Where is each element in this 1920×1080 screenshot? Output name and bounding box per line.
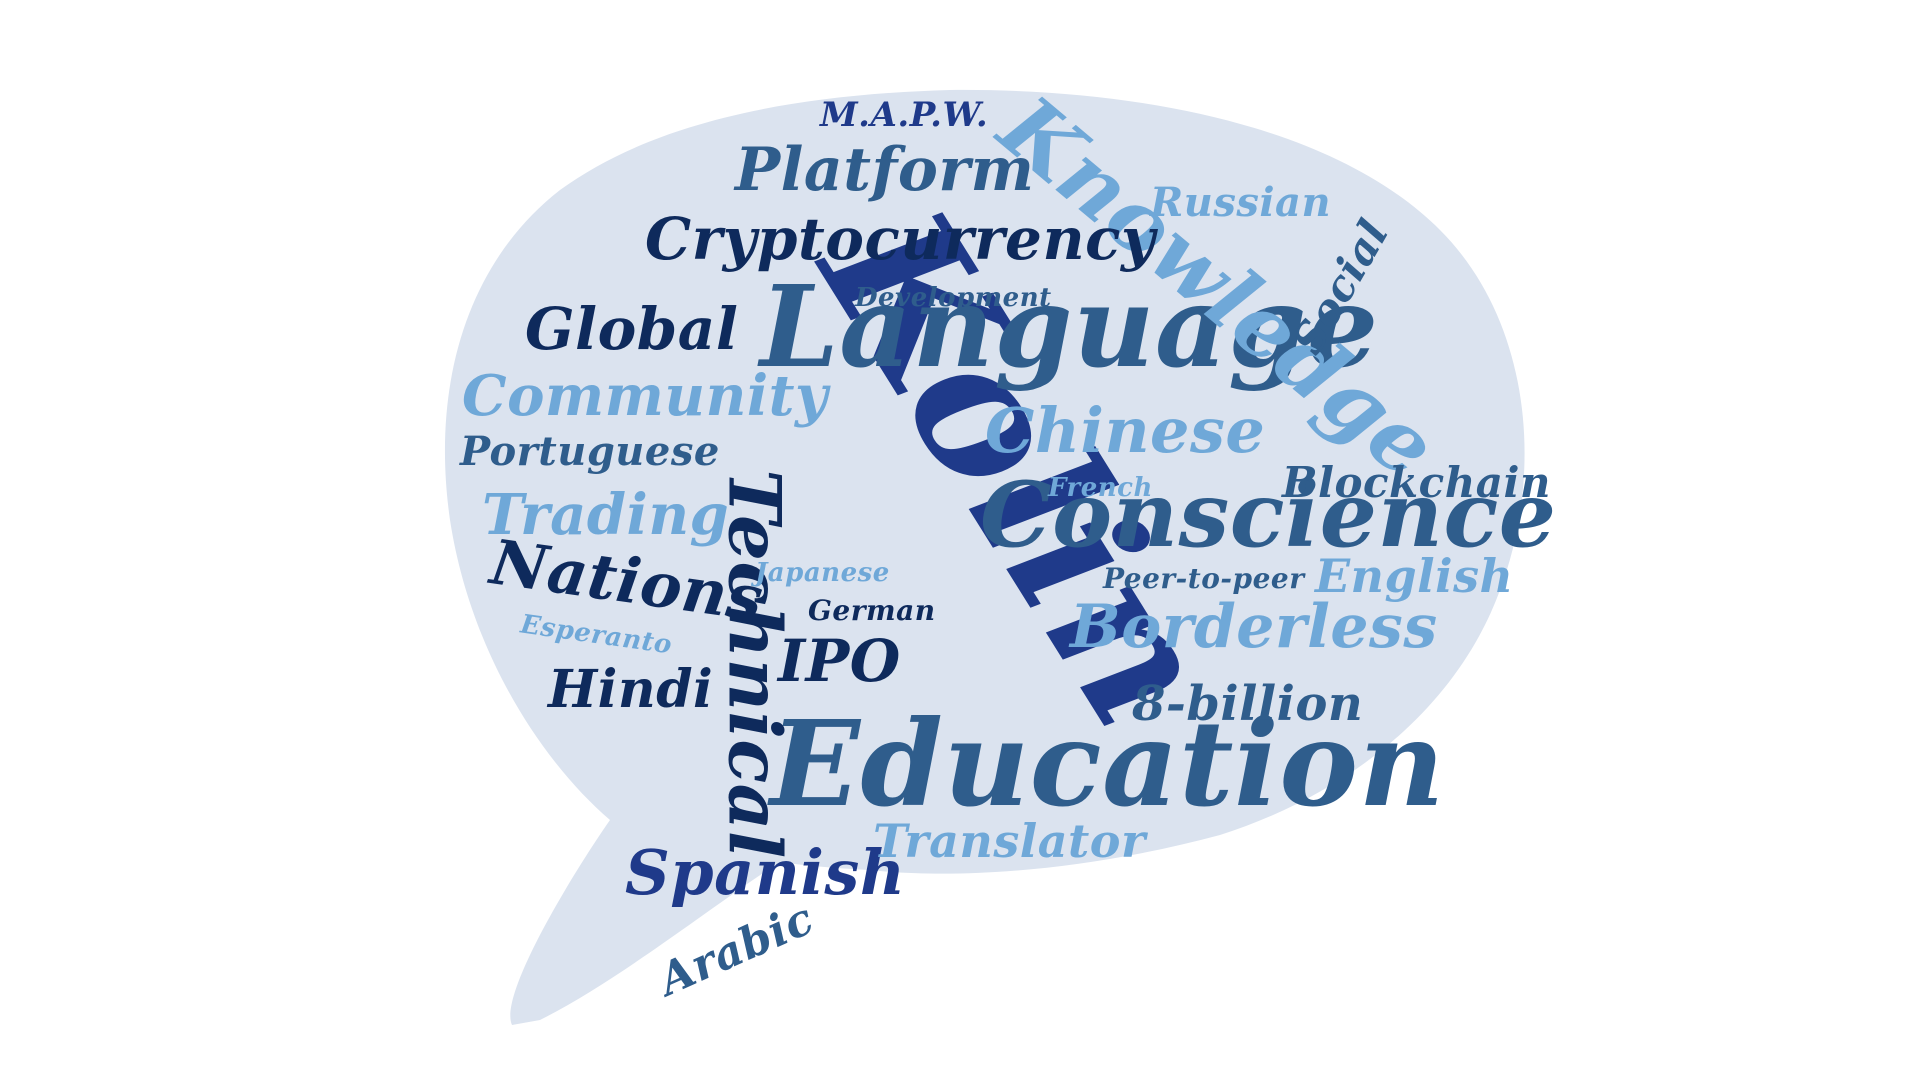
word-ipo: IPO [778, 627, 901, 695]
word-peer-to-peer: Peer-to-peer [1103, 562, 1305, 595]
word-language: Language [760, 262, 1379, 393]
word-mapw: M.A.P.W. [820, 95, 989, 135]
word-community: Community [462, 363, 829, 429]
word-global: Global [525, 295, 739, 363]
word-conscience: Conscience [980, 462, 1557, 568]
word-borderless: Borderless [1070, 592, 1438, 662]
word-russian: Russian [1150, 179, 1332, 226]
word-french: French [1048, 473, 1153, 503]
word-cryptocurrency: Cryptocurrency [645, 205, 1156, 273]
word-platform: Platform [735, 135, 1035, 205]
word-blockchain: Blockchain [1282, 458, 1551, 507]
word-trading: Trading [482, 482, 730, 548]
word-development: Development [855, 283, 1052, 313]
word-hindi: Hindi [548, 659, 714, 720]
word-english: English [1315, 549, 1514, 603]
word-education: Education [770, 694, 1445, 833]
word-chinese: Chinese [985, 394, 1266, 467]
word-translator: Translator [873, 814, 1146, 868]
word-german: German [808, 594, 936, 627]
word-8-billion: 8-billion [1132, 676, 1364, 732]
word-portuguese: Portuguese [460, 428, 720, 475]
word-spanish: Spanish [625, 836, 906, 909]
word-japanese: Japanese [755, 558, 890, 588]
